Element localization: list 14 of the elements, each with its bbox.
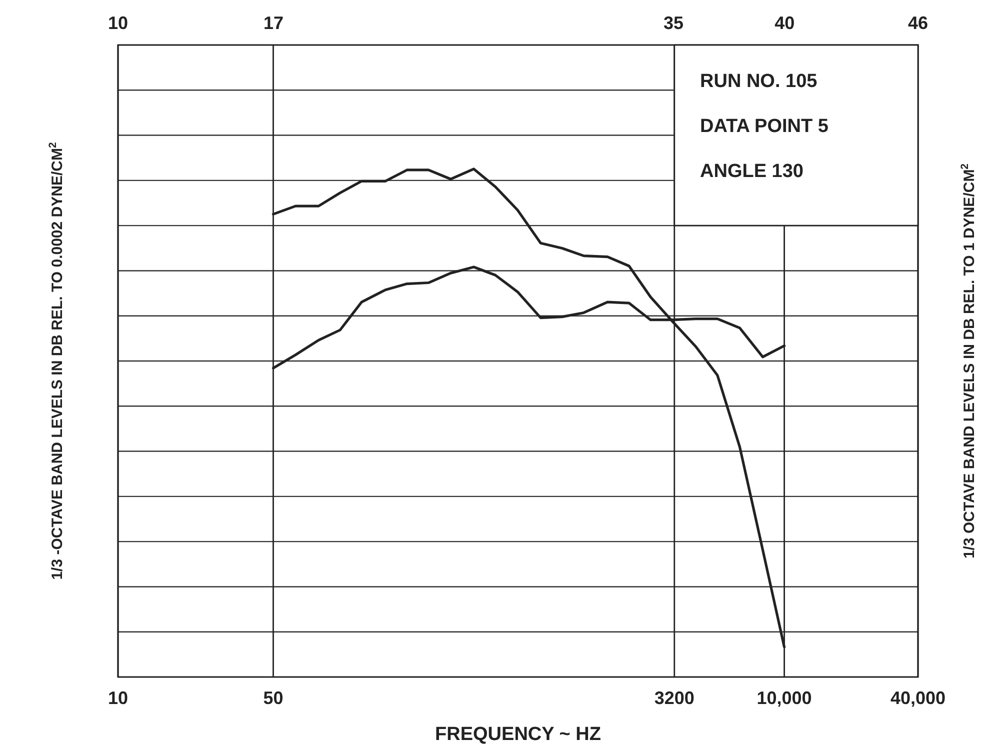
text: RUN NO. 105 bbox=[700, 71, 818, 92]
annotation: ANGLE 130 bbox=[700, 161, 804, 182]
x2-tick-label: 17 bbox=[264, 13, 284, 33]
x-axis-title: FREQUENCY ~ HZ bbox=[435, 724, 602, 745]
x2-tick-label: 40 bbox=[774, 13, 795, 33]
x-tick-label: 10 bbox=[108, 688, 128, 708]
x-tick-label: 40,000 bbox=[890, 688, 946, 708]
text: DATA POINT 5 bbox=[700, 116, 829, 137]
x-tick-label: 3200 bbox=[654, 688, 694, 708]
x2-tick-label: 46 bbox=[908, 13, 928, 33]
x2-tick-label: 35 bbox=[664, 13, 684, 33]
x2-tick-label: 10 bbox=[108, 13, 128, 33]
x-tick-label: 10,000 bbox=[756, 688, 812, 708]
x-tick-label: 50 bbox=[263, 688, 284, 708]
